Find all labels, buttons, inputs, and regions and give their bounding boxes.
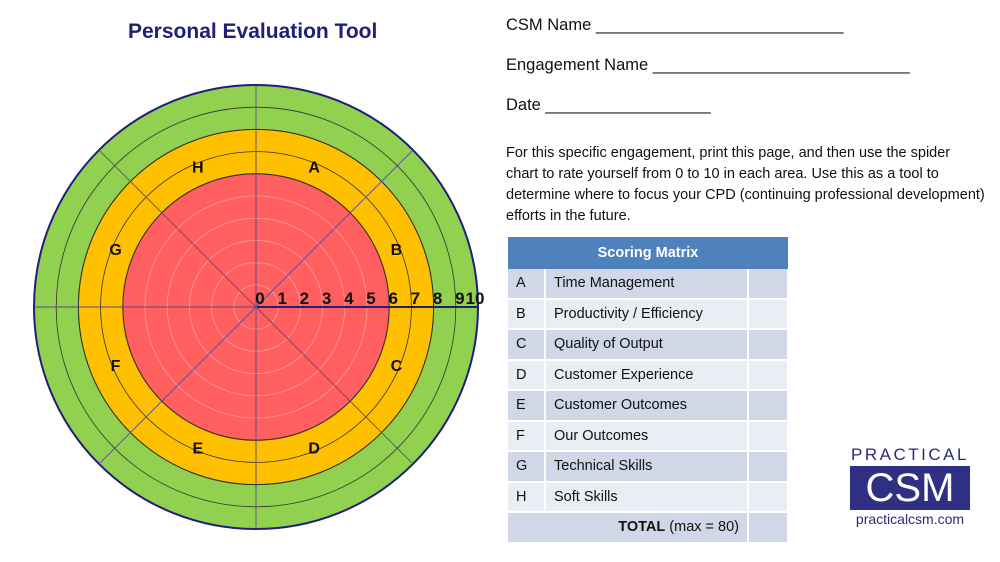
page-title: Personal Evaluation Tool (128, 20, 378, 43)
row-area: Customer Experience (545, 359, 749, 391)
matrix-row: D Customer Experience (508, 359, 789, 391)
sector-label: C (391, 358, 403, 375)
matrix-header: Scoring Matrix (508, 237, 788, 269)
matrix-row: C Quality of Output (508, 329, 789, 361)
row-area: Technical Skills (545, 451, 749, 483)
sector-label: E (192, 440, 203, 457)
sector-label: B (391, 242, 403, 259)
row-score-cell[interactable] (748, 269, 789, 300)
row-letter: B (508, 298, 546, 330)
evaluation-wheel: 0 1 2 3 4 5 6 7 8 9 10 A B C D E F G H (33, 84, 485, 530)
row-score-cell[interactable] (748, 298, 789, 330)
spoke (98, 306, 257, 465)
matrix-row: E Customer Outcomes (508, 390, 789, 422)
total-score-cell[interactable] (748, 512, 789, 544)
row-area: Our Outcomes (545, 420, 749, 452)
spoke (255, 149, 414, 308)
matrix-row: H Soft Skills (508, 481, 789, 513)
sector-label: A (308, 160, 320, 177)
scale-label: 1 (277, 289, 286, 308)
scale-label: 3 (322, 289, 331, 308)
sector-label: G (109, 242, 121, 259)
row-score-cell[interactable] (748, 329, 789, 361)
practical-csm-logo: PRACTICAL CSM practicalcsm.com (850, 445, 970, 527)
scale-label: 6 (388, 289, 397, 308)
row-letter: G (508, 451, 546, 483)
matrix-row: F Our Outcomes (508, 420, 789, 452)
row-letter: D (508, 359, 546, 391)
sector-label: F (111, 358, 121, 375)
row-letter: E (508, 390, 546, 422)
logo-top: PRACTICAL (851, 445, 969, 464)
row-area: Soft Skills (545, 481, 749, 513)
matrix-row: A Time Management (508, 269, 789, 300)
scale-label: 7 (411, 289, 420, 308)
row-area: Customer Outcomes (545, 390, 749, 422)
row-score-cell[interactable] (748, 390, 789, 422)
row-score-cell[interactable] (748, 359, 789, 391)
scale-label: 10 (466, 289, 485, 308)
row-area: Time Management (545, 269, 749, 300)
instructions: For this specific engagement, print this… (506, 145, 985, 224)
total-label: TOTAL (max = 80) (508, 512, 749, 544)
logo-main: CSM (850, 466, 970, 510)
row-letter: H (508, 481, 546, 513)
spoke (255, 306, 414, 465)
matrix-row: B Productivity / Efficiency (508, 298, 789, 330)
row-score-cell[interactable] (748, 451, 789, 483)
total-max: (max = 80) (665, 519, 739, 536)
spoke (98, 149, 257, 308)
row-letter: A (508, 269, 546, 300)
sector-label: D (308, 440, 320, 457)
scale-label: 8 (433, 289, 442, 308)
scoring-matrix: Scoring Matrix A Time Management B Producti… (508, 237, 789, 544)
scale-label: 5 (366, 289, 375, 308)
scale-label: 0 (255, 289, 264, 308)
logo-url: practicalcsm.com (855, 511, 965, 527)
row-score-cell[interactable] (748, 420, 789, 452)
date-field[interactable]: Date __________________ (506, 96, 711, 114)
csm-name-field[interactable]: CSM Name ___________________________ (506, 16, 844, 34)
row-area: Quality of Output (545, 329, 749, 361)
scale-label: 4 (344, 289, 354, 308)
matrix-row: G Technical Skills (508, 451, 789, 483)
row-area: Productivity / Efficiency (545, 298, 749, 330)
sector-label: H (192, 160, 204, 177)
scale-label: 2 (300, 289, 309, 308)
scale-label: 9 (455, 289, 464, 308)
total-bold: TOTAL (618, 519, 666, 536)
row-letter: C (508, 329, 546, 361)
engagement-name-field[interactable]: Engagement Name ________________________… (506, 56, 910, 74)
row-letter: F (508, 420, 546, 452)
row-score-cell[interactable] (748, 481, 789, 513)
